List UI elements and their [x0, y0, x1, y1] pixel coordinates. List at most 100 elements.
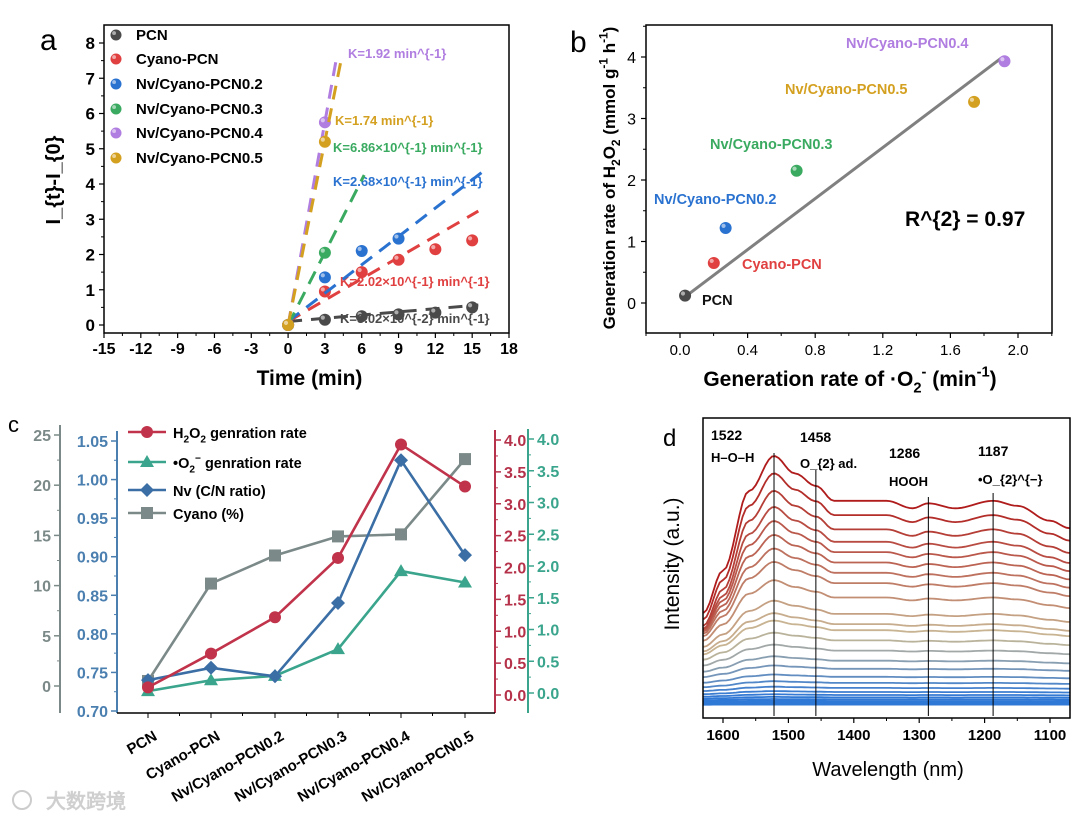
data-point — [282, 319, 295, 331]
data-point-highlight — [394, 255, 399, 260]
spectrum-curve — [703, 690, 1070, 696]
annotation-assignment: O_{2} ad. — [800, 456, 857, 471]
data-point-highlight — [431, 245, 436, 250]
triangle-marker — [140, 455, 154, 467]
data-point-highlight — [1000, 57, 1005, 62]
y-tick-label: 1 — [86, 281, 95, 300]
spectrum-curve — [702, 455, 1070, 614]
spectrum-curve — [703, 698, 1070, 702]
x-tick-label: 6 — [357, 341, 366, 358]
data-point-highlight — [320, 273, 325, 278]
y-tick-label: 0 — [86, 316, 95, 335]
panel-d: d 1522 H–O–H 1458 O_{2} ad. 1286 HOOH 1187 •O_{2… — [661, 417, 1071, 781]
triangle-marker — [394, 564, 408, 577]
data-point — [318, 271, 331, 284]
h2o2-axis-tick-label: 1.5 — [504, 592, 526, 609]
diamond-marker — [268, 669, 282, 684]
y-tick-label: 5 — [86, 140, 95, 159]
x-tick-label: -12 — [129, 341, 152, 358]
y-tick-label: 6 — [86, 105, 95, 124]
h2o2-axis-tick-label: 0.0 — [504, 688, 526, 705]
nv-axis-tick-label: 0.75 — [77, 665, 108, 682]
spectrum-curve — [703, 693, 1070, 698]
spectrum-curve — [703, 619, 1070, 656]
data-point-highlight — [357, 246, 362, 251]
y-tick-label: 7 — [86, 69, 95, 88]
data-point-highlight — [721, 223, 726, 228]
nv-axis-tick-label: 1.00 — [77, 473, 108, 490]
x-tick-label: 12 — [426, 341, 444, 358]
legend-marker-highlight — [112, 129, 116, 133]
legend-item: •O2− genration rate — [128, 453, 302, 475]
data-point — [392, 253, 405, 266]
panel-c: c 0 5 10 15 20 25 0.70 0.75 0.80 0.85 0.90 0.95 1.00 1… — [8, 412, 559, 806]
diamond-marker — [204, 660, 218, 675]
cyano-axis-tick-label: 20 — [33, 478, 51, 495]
x-tick-label: -6 — [207, 341, 221, 358]
legend-label: Nv/Cyano-PCN0.4 — [136, 125, 263, 142]
x-tick-label: 1600 — [706, 727, 739, 744]
data-point-highlight — [320, 248, 325, 253]
y-tick-label: 3 — [627, 112, 636, 129]
data-point — [707, 257, 720, 270]
watermark-text: 大数跨境 — [46, 789, 126, 813]
o2-axis-tick-label: 4.0 — [537, 432, 559, 449]
spectrum-curve — [703, 631, 1070, 661]
legend-label: Nv (C/N ratio) — [173, 484, 266, 500]
legend-label: Nv/Cyano-PCN0.3 — [136, 101, 263, 118]
fit-line — [684, 57, 1003, 299]
series-line — [147, 569, 466, 693]
point-label: Nv/Cyano-PCN0.2 — [654, 192, 776, 208]
diamond-marker — [331, 596, 345, 611]
y-tick-label: 8 — [86, 34, 95, 53]
series-0: K=3.02×10^{-2} min^{-1} — [282, 301, 490, 331]
legend-marker — [110, 103, 122, 115]
data-point-highlight — [357, 267, 362, 273]
x-tick-label: -3 — [244, 341, 258, 358]
cyano-axis-tick-label: 0 — [42, 679, 51, 696]
spectrum-curve — [702, 506, 1070, 630]
circle-marker — [459, 480, 471, 493]
nv-axis-tick-label: 0.90 — [77, 550, 108, 567]
data-point-highlight — [320, 137, 325, 142]
x-axis-label: Generation rate of ·O2- (min-1) — [703, 365, 996, 397]
h2o2-axis-tick-label: 4.0 — [504, 433, 526, 450]
o2-axis-tick-label: 2.5 — [537, 527, 559, 544]
fit-line — [287, 209, 480, 323]
legend-marker — [110, 127, 122, 139]
x-tick-label: 0.0 — [670, 342, 691, 359]
watermark: 大数跨境 — [12, 789, 126, 813]
circle-marker — [395, 438, 407, 451]
o2-axis-tick-label: 0.5 — [537, 654, 559, 671]
data-point — [318, 313, 331, 326]
diamond-marker — [140, 483, 154, 497]
cyano-axis-tick-label: 10 — [33, 579, 51, 596]
legend-item: Cyano (%) — [128, 507, 244, 523]
data-point-highlight — [320, 315, 325, 320]
x-tick-label: -15 — [92, 341, 115, 358]
y-tick-label: 1 — [627, 235, 636, 252]
spectrum-curve — [703, 561, 1070, 638]
legend-marker — [110, 152, 122, 164]
legend-marker-highlight — [112, 154, 116, 158]
watermark-logo-icon — [12, 790, 32, 810]
data-point-highlight — [394, 310, 399, 315]
cyano-axis-tick-label: 5 — [42, 629, 51, 646]
data-point-highlight — [357, 311, 362, 317]
x-tick-label: 1200 — [968, 727, 1001, 744]
legend-marker — [110, 53, 122, 65]
fit-line — [287, 169, 486, 323]
legend-marker — [110, 78, 122, 90]
panel-label: c — [8, 412, 19, 437]
y-tick-label: 3 — [86, 210, 95, 229]
rate-constant-label: K=1.92 min^{-1} — [348, 46, 446, 61]
annotation-assignment: H–O–H — [711, 450, 754, 465]
series-line — [146, 458, 466, 682]
nv-axis-tick-label: 1.05 — [77, 434, 108, 451]
legend-label: Cyano-PCN — [136, 51, 219, 68]
series-line — [147, 442, 466, 689]
square-marker — [459, 453, 471, 466]
panel-label: a — [40, 24, 57, 57]
spectrum-curve — [702, 472, 1070, 620]
legend-item: Nv (C/N ratio) — [128, 483, 266, 500]
